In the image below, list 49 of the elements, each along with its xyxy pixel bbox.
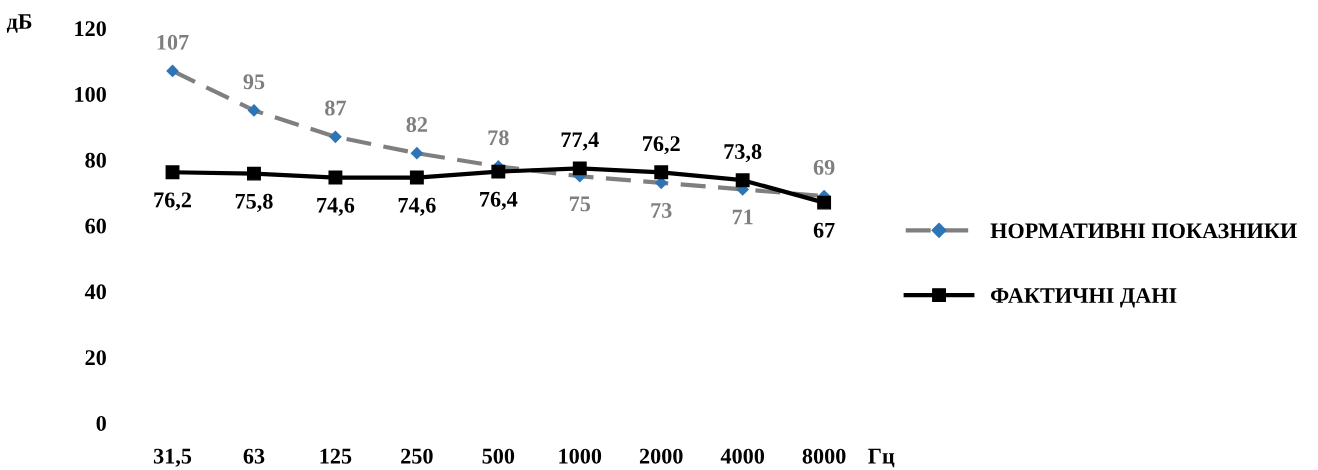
point [247, 166, 261, 181]
y-tick-label: 80 [85, 152, 106, 168]
point [329, 130, 342, 144]
y-tick-label: 40 [84, 284, 106, 300]
y-tick-label: 100 [75, 86, 106, 102]
data-label: 76,2 [643, 136, 680, 155]
data-label: 87 [325, 100, 346, 116]
y-tick-label: 0 [96, 415, 106, 431]
x-tick-label: 2000 [639, 448, 683, 464]
y-tick-label: 120 [75, 21, 106, 37]
data-label: 73 [651, 202, 672, 218]
point [165, 165, 180, 180]
data-label: 107 [157, 34, 189, 50]
data-label: 78 [488, 130, 509, 146]
data-label: 75,8 [235, 193, 273, 212]
data-label: 67 [813, 222, 835, 238]
data-label: 71 [732, 209, 753, 225]
data-label: 73,8 [724, 144, 762, 163]
data-label: 74,6 [398, 197, 436, 216]
x-axis-title: Гц [868, 448, 895, 468]
point [491, 164, 506, 179]
x-tick-label: 4000 [720, 448, 765, 464]
x-tick-label: 125 [320, 448, 352, 464]
data-label: 74,6 [317, 197, 355, 216]
data-label: 76,4 [480, 191, 518, 210]
x-tick-label: 250 [401, 448, 433, 464]
data-label: 75 [569, 196, 591, 212]
x-tick-label: 8000 [802, 448, 846, 464]
point [328, 170, 343, 185]
y-tick-label: 20 [85, 350, 106, 366]
point [410, 146, 424, 160]
point [817, 195, 832, 210]
data-label: 69 [813, 159, 835, 175]
point [409, 170, 424, 185]
x-tick-label: 31,5 [153, 448, 192, 467]
legend-label: ФАКТИЧНІ ДАНІ [991, 288, 1177, 308]
point [735, 173, 750, 188]
x-tick-label: 1000 [559, 448, 602, 464]
data-label: 82 [406, 117, 428, 133]
x-tick-label: 500 [482, 448, 515, 464]
legend-label: НОРМАТИВНІ ПОКАЗНИКИ [990, 223, 1297, 239]
point [654, 165, 669, 180]
y-axis-title: дБ [6, 14, 32, 33]
point [572, 161, 587, 176]
y-tick-label: 60 [85, 218, 106, 234]
x-tick-label: 63 [243, 448, 265, 464]
data-label: 77,4 [561, 132, 599, 151]
data-label: 76,2 [154, 192, 192, 211]
data-label: 95 [243, 74, 265, 90]
